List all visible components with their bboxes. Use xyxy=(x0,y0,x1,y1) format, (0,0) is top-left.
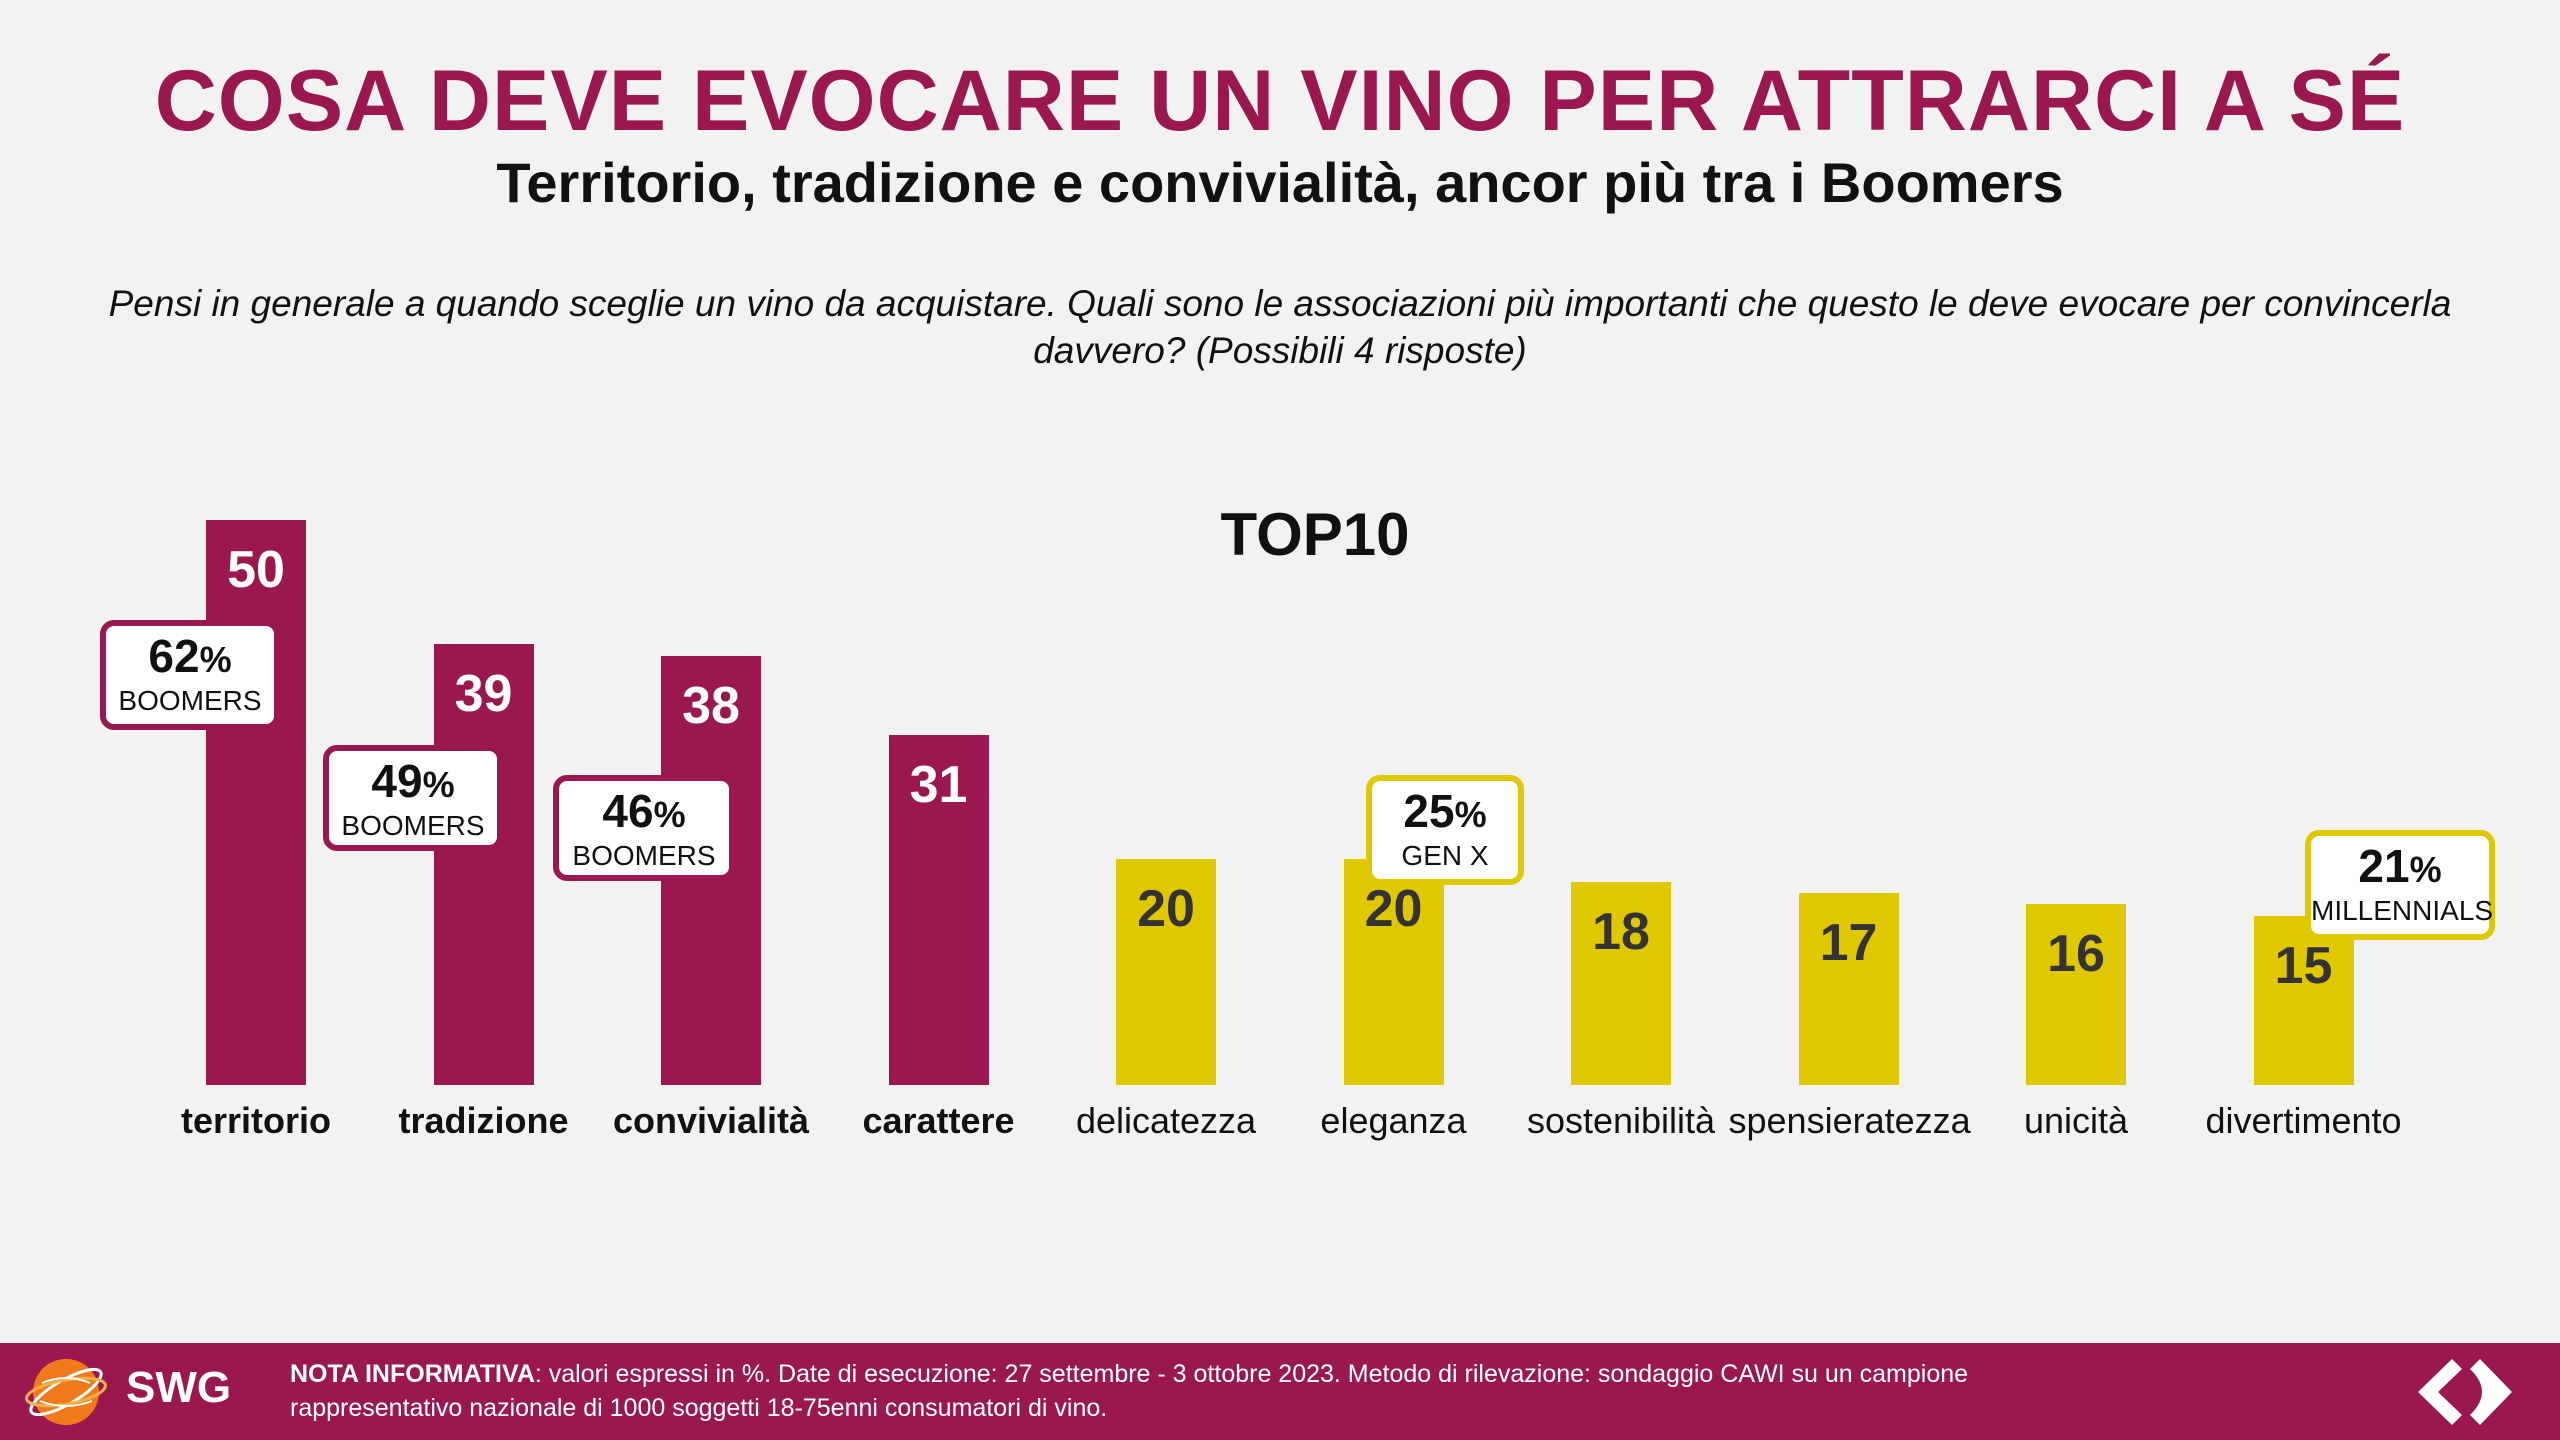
category-label: convivialità xyxy=(612,1100,810,1141)
bar-6 xyxy=(1571,881,1671,1085)
bar-5 xyxy=(1343,859,1444,1085)
bar-value-label: 31 xyxy=(909,755,968,814)
category-label: carattere xyxy=(862,1100,1015,1141)
callout-group-label: BOOMERS xyxy=(118,685,262,716)
category-label: divertimento xyxy=(2205,1100,2402,1141)
callout-group-label: BOOMERS xyxy=(572,840,716,871)
bar-value-label: 17 xyxy=(1819,913,1878,972)
footnote-label: NOTA INFORMATIVA xyxy=(290,1360,535,1388)
chart-title: TOP10 xyxy=(1220,501,1410,568)
callout-group-label: BOOMERS xyxy=(341,810,485,841)
callout-number: 25 xyxy=(1403,785,1455,837)
bar-9 xyxy=(2253,915,2354,1085)
footnote: NOTA INFORMATIVA: valori espressi in %. … xyxy=(290,1357,1990,1425)
bar-value-label: 16 xyxy=(2047,925,2105,984)
callout-group-label: GEN X xyxy=(1401,840,1489,871)
callout-group-label: MILLENNIALS xyxy=(2311,895,2494,926)
page-title: COSA DEVE EVOCARE UN VINO PER ATTRARCI A… xyxy=(154,53,2406,149)
callout-3: 25% GEN X xyxy=(1366,775,1524,885)
bar-4 xyxy=(1116,859,1216,1085)
bar-1 xyxy=(433,644,534,1085)
callout-number: 62 xyxy=(148,630,200,682)
survey-question: Pensi in generale a quando sceglie un vi… xyxy=(108,283,2452,371)
callout-value: 62% xyxy=(106,630,274,686)
globe-logo-icon xyxy=(25,1359,107,1425)
category-label: eleganza xyxy=(1320,1100,1467,1141)
bar-value-label: 18 xyxy=(1592,902,1650,961)
callout-1: 49% BOOMERS xyxy=(323,745,503,851)
category-label: tradizione xyxy=(398,1100,569,1141)
footnote-text: : valori espressi in %. Date di esecuzio… xyxy=(290,1360,1969,1422)
bar-0 xyxy=(206,520,306,1085)
bar-7 xyxy=(1798,892,1899,1085)
callout-unit: % xyxy=(1454,794,1487,835)
category-label: spensieratezza xyxy=(1728,1100,1971,1141)
bar-value-label: 50 xyxy=(227,541,285,599)
category-label: sostenibilità xyxy=(1526,1100,1716,1141)
bar-value-label: 20 xyxy=(1364,880,1423,938)
callout-value: 46% xyxy=(559,785,729,841)
callout-unit: % xyxy=(422,764,455,805)
callout-0: 62% BOOMERS xyxy=(100,620,280,730)
callout-4: 21% MILLENNIALS xyxy=(2305,830,2495,940)
callout-number: 46 xyxy=(602,785,654,837)
bar-value-label: 20 xyxy=(1137,880,1195,938)
category-label: territorio xyxy=(180,1100,331,1141)
carrefour-logo-icon xyxy=(2418,1359,2512,1425)
brand-logo-text: SWG xyxy=(126,1363,232,1412)
bar-3 xyxy=(888,734,989,1085)
bar-value-label: 39 xyxy=(454,665,513,724)
bar-value-label: 38 xyxy=(682,676,740,735)
callout-number: 21 xyxy=(2358,840,2410,892)
bar-value-label: 15 xyxy=(2274,936,2333,995)
category-label: delicatezza xyxy=(1075,1100,1257,1141)
page-subtitle: Territorio, tradizione e convivialità, a… xyxy=(496,151,2064,214)
category-label: unicità xyxy=(2023,1100,2129,1141)
callout-value: 49% xyxy=(329,755,497,811)
bar-8 xyxy=(2026,904,2126,1085)
callout-unit: % xyxy=(199,639,232,680)
callout-number: 49 xyxy=(371,755,423,807)
callout-unit: % xyxy=(2409,849,2442,890)
footer: SWG NOTA INFORMATIVA: valori espressi in… xyxy=(0,1343,2560,1440)
callout-unit: % xyxy=(653,794,686,835)
callout-2: 46% BOOMERS xyxy=(553,775,735,881)
callout-value: 25% xyxy=(1372,785,1518,841)
callout-value: 21% xyxy=(2311,840,2489,896)
